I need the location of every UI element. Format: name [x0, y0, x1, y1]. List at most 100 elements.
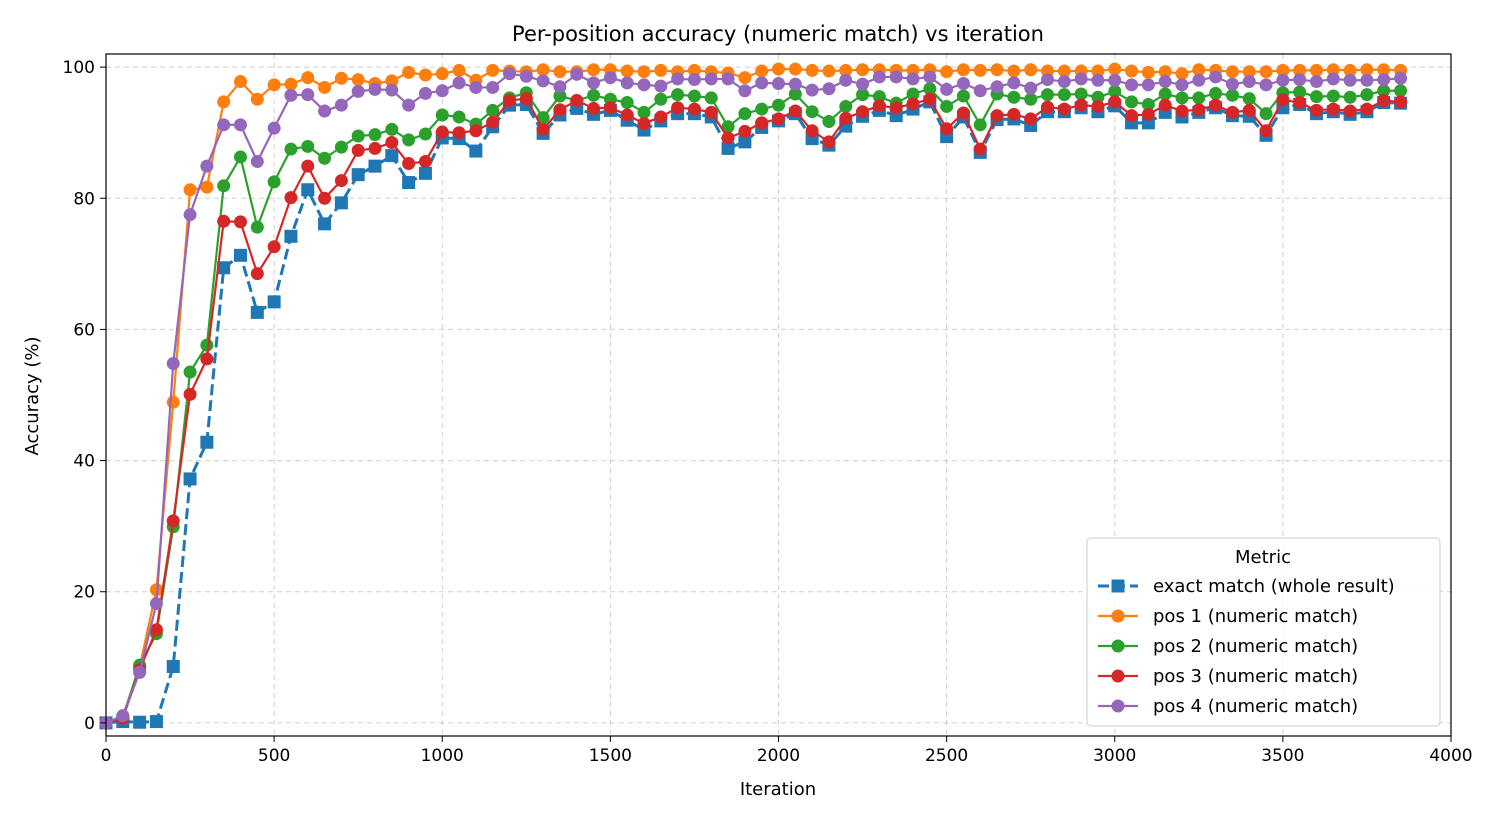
x-tick-label: 2500 [925, 746, 968, 766]
data-point [654, 63, 668, 77]
data-point [1259, 107, 1273, 121]
data-point [486, 103, 500, 117]
data-point [1310, 103, 1323, 117]
x-tick-label: 4000 [1429, 746, 1472, 766]
data-point [418, 127, 432, 141]
data-point [671, 101, 685, 115]
data-point [721, 141, 735, 155]
data-point [1125, 95, 1139, 109]
data-point [788, 87, 802, 101]
data-point [402, 157, 416, 171]
data-point [1310, 75, 1323, 89]
data-point [738, 107, 752, 121]
data-point [906, 97, 920, 111]
data-point [402, 98, 416, 112]
data-point [166, 659, 180, 673]
data-point [284, 77, 298, 91]
data-point [1007, 90, 1021, 104]
data-point [889, 101, 903, 115]
data-point [1377, 73, 1391, 87]
data-point [116, 709, 130, 723]
data-point [1326, 63, 1340, 77]
data-point [519, 69, 533, 83]
data-point [351, 84, 365, 98]
data-point [1259, 65, 1273, 79]
legend: Metric exact match (whole result) pos 1 (… [1086, 537, 1441, 727]
data-point [149, 623, 163, 637]
data-point [250, 220, 264, 234]
data-point [654, 79, 668, 93]
data-point [234, 150, 247, 164]
data-point [671, 72, 685, 86]
data-point [553, 89, 567, 103]
data-point [351, 168, 365, 182]
data-point [1057, 88, 1071, 102]
data-point [990, 80, 1004, 94]
data-point [217, 214, 231, 228]
data-point [452, 126, 466, 140]
data-point [284, 229, 298, 243]
legend-entries: exact match (whole result) pos 1 (numeric… [1098, 576, 1395, 717]
data-point [587, 88, 601, 102]
data-point [1209, 70, 1223, 84]
data-point [1158, 65, 1172, 79]
data-point [553, 80, 567, 94]
data-point [1125, 64, 1139, 78]
data-point [822, 115, 836, 129]
data-point [519, 92, 533, 106]
data-point [805, 83, 819, 97]
data-point [956, 89, 970, 103]
data-point [469, 124, 483, 138]
data-point [183, 472, 197, 486]
data-point [368, 128, 382, 142]
data-point [1276, 73, 1290, 87]
data-point [250, 155, 264, 169]
legend-marker [1111, 639, 1125, 653]
data-point [940, 122, 954, 136]
data-point [1276, 93, 1290, 107]
data-point [1343, 63, 1357, 77]
data-point [435, 125, 449, 139]
data-point [385, 122, 399, 136]
data-point [956, 77, 970, 91]
data-point [301, 88, 315, 102]
x-axis-label: Iteration [740, 779, 816, 800]
data-point [267, 295, 281, 309]
data-point [1225, 65, 1239, 79]
data-point [469, 80, 483, 94]
legend-entry: pos 4 (numeric match) [1098, 696, 1358, 717]
x-tick-label: 500 [258, 746, 290, 766]
data-point [973, 118, 987, 132]
data-point [1242, 103, 1256, 117]
data-point [418, 68, 432, 82]
data-point [1394, 84, 1408, 98]
data-point [1242, 65, 1256, 79]
data-point [1074, 72, 1088, 86]
data-point [486, 115, 500, 129]
data-point [637, 117, 651, 131]
data-point [1141, 78, 1155, 92]
data-point [788, 62, 802, 76]
data-point [721, 131, 735, 145]
data-point [452, 76, 466, 90]
data-point [1293, 85, 1307, 99]
data-point [923, 92, 937, 106]
data-point [856, 63, 870, 77]
data-point [654, 110, 668, 124]
data-point [1057, 102, 1071, 116]
data-point [772, 98, 785, 112]
data-point [301, 139, 315, 153]
data-point [1041, 73, 1054, 87]
data-point [1326, 102, 1340, 116]
axis-ticks: 0 500 1000 1500 2000 2500 3000 3500 4000 0 20 40 60 8… [63, 58, 1473, 766]
data-point [721, 120, 735, 134]
y-tick-label: 0 [84, 714, 95, 734]
data-point [469, 144, 483, 158]
data-point [1057, 64, 1071, 78]
data-point [687, 73, 701, 87]
data-point [250, 267, 264, 281]
data-point [687, 89, 701, 103]
data-point [486, 63, 500, 77]
data-point [334, 140, 348, 154]
